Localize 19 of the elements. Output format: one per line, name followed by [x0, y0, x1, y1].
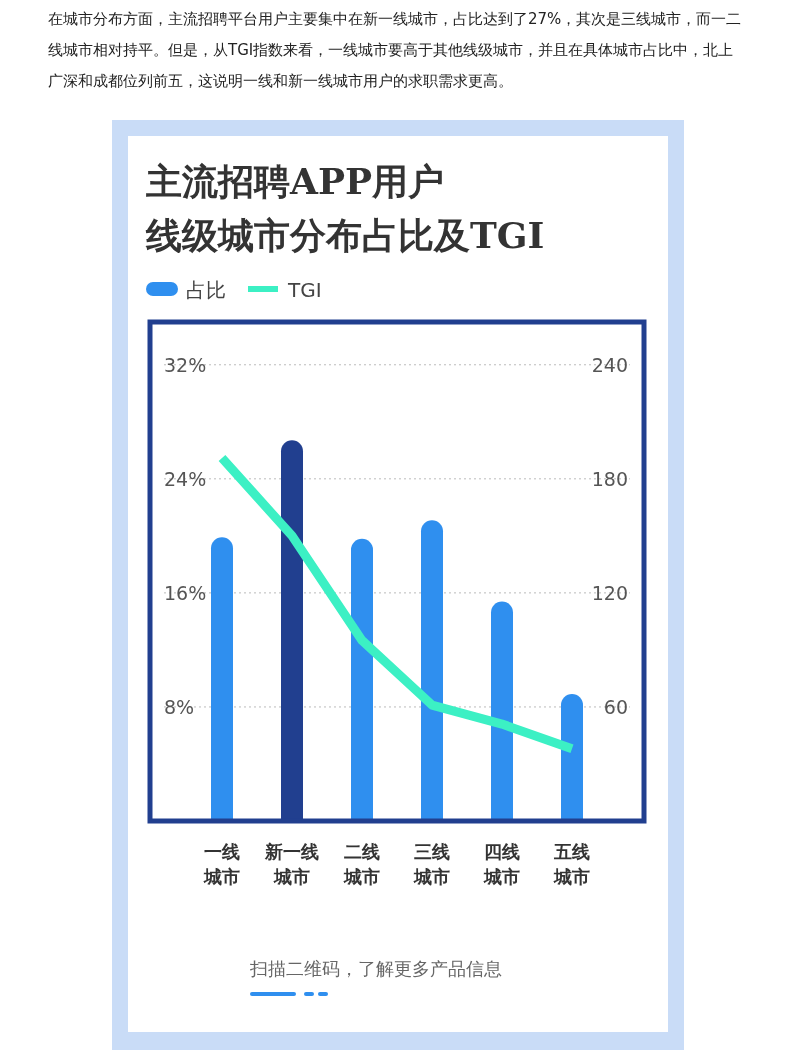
x-tick-label: 四线城市	[483, 841, 520, 887]
x-tick-label: 新一线城市	[264, 841, 319, 887]
legend-label: 占比	[186, 278, 226, 302]
x-tick-label: 二线城市	[343, 841, 380, 887]
chart-title: 主流招聘APP用户线级城市分布占比及TGI	[145, 160, 545, 256]
x-tick-label: 一线城市	[203, 841, 240, 887]
x-tick-label: 三线城市	[413, 841, 450, 887]
y-tick-label: 24%	[164, 467, 207, 490]
y-tick-label: 8%	[164, 695, 195, 718]
text: 在城市分布方面，主流招聘平台用户主要集中在新一线城市，占比达到了27%，其次是三线城市，而一二线城市相对持平。但是，从TGI指数来看，一线城市要高于其他线级城市，并且在具体城市占比中，北上广深和成都位列前五，这说明一线和新一线城市用户的求职需求更高。	[48, 9, 743, 92]
text: 扫描二维码，了解更多产品信息	[249, 958, 502, 979]
y-tick-label: 32%	[164, 353, 207, 376]
y2-tick-label: 240	[591, 353, 628, 376]
legend-label: TGI	[287, 278, 322, 302]
y2-tick-label: 180	[591, 467, 628, 490]
x-tick-label: 五线城市	[553, 841, 590, 887]
y2-tick-label: 60	[603, 695, 628, 718]
y2-tick-label: 120	[591, 581, 628, 604]
y-tick-label: 16%	[164, 581, 207, 604]
